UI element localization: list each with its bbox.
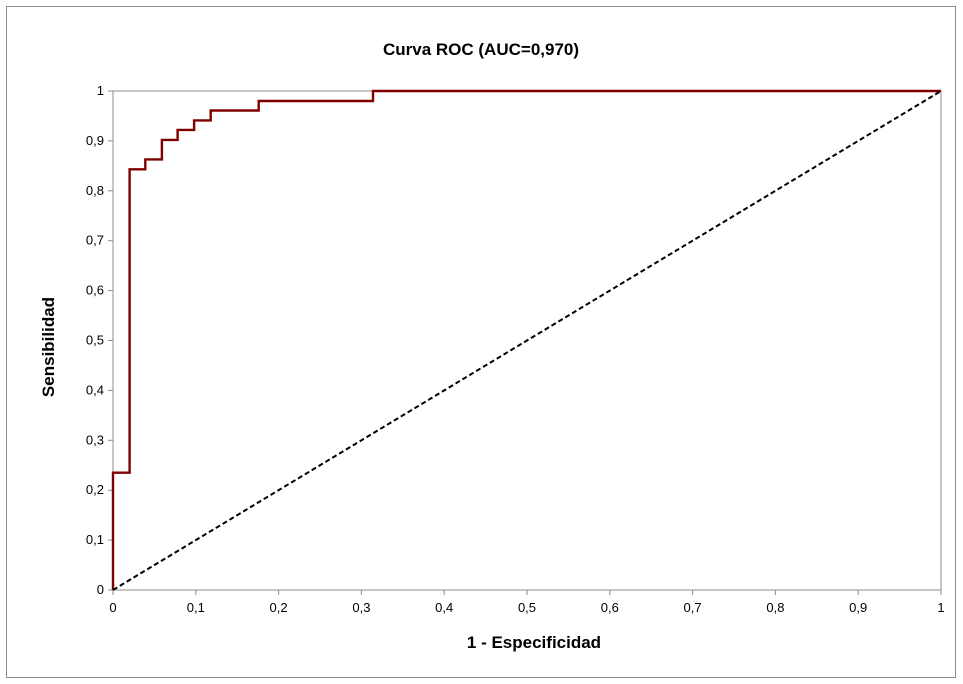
x-tick-label: 0,2 xyxy=(270,600,288,615)
y-tick-label: 0 xyxy=(97,582,104,597)
x-tick-label: 1 xyxy=(937,600,944,615)
y-tick-label: 0,3 xyxy=(86,432,104,447)
series-layer xyxy=(111,89,942,591)
y-tick-label: 0,4 xyxy=(86,382,104,397)
y-tick-label: 0,1 xyxy=(86,532,104,547)
y-tick-label: 0,9 xyxy=(86,133,104,148)
y-tick-label: 0,8 xyxy=(86,183,104,198)
y-axis-title: Sensibilidad xyxy=(39,297,58,397)
x-tick-label: 0,1 xyxy=(187,600,205,615)
y-tick-label: 0,5 xyxy=(86,333,104,348)
roc-chart: Curva ROC (AUC=0,970) 0 0,1 0,2 0,3 0,4 0,5 0,… xyxy=(39,40,945,652)
y-tick-label: 0,2 xyxy=(86,482,104,497)
x-tick-label: 0,4 xyxy=(435,600,453,615)
y-tick-label: 0,6 xyxy=(86,283,104,298)
y-tick-label: 1 xyxy=(97,83,104,98)
x-tick-label: 0,5 xyxy=(518,600,536,615)
y-tick-label: 0,7 xyxy=(86,233,104,248)
x-tick-label: 0,8 xyxy=(766,600,784,615)
x-axis: 0 0,1 0,2 0,3 0,4 0,5 0,6 0,7 0,8 0,9 1 xyxy=(109,590,945,615)
x-tick-label: 0 xyxy=(109,600,116,615)
roc-curve-line xyxy=(111,89,941,590)
x-axis-title: 1 - Especificidad xyxy=(467,633,601,652)
reference-diagonal-line xyxy=(112,90,942,591)
chart-title: Curva ROC (AUC=0,970) xyxy=(383,40,579,59)
x-tick-label: 0,7 xyxy=(684,600,702,615)
chart-area: Curva ROC (AUC=0,970) 0 0,1 0,2 0,3 0,4 0,5 0,… xyxy=(6,6,956,678)
x-tick-label: 0,3 xyxy=(352,600,370,615)
x-tick-label: 0,6 xyxy=(601,600,619,615)
y-axis: 0 0,1 0,2 0,3 0,4 0,5 0,6 0,7 0,8 0,9 1 xyxy=(86,83,113,597)
x-tick-label: 0,9 xyxy=(849,600,867,615)
